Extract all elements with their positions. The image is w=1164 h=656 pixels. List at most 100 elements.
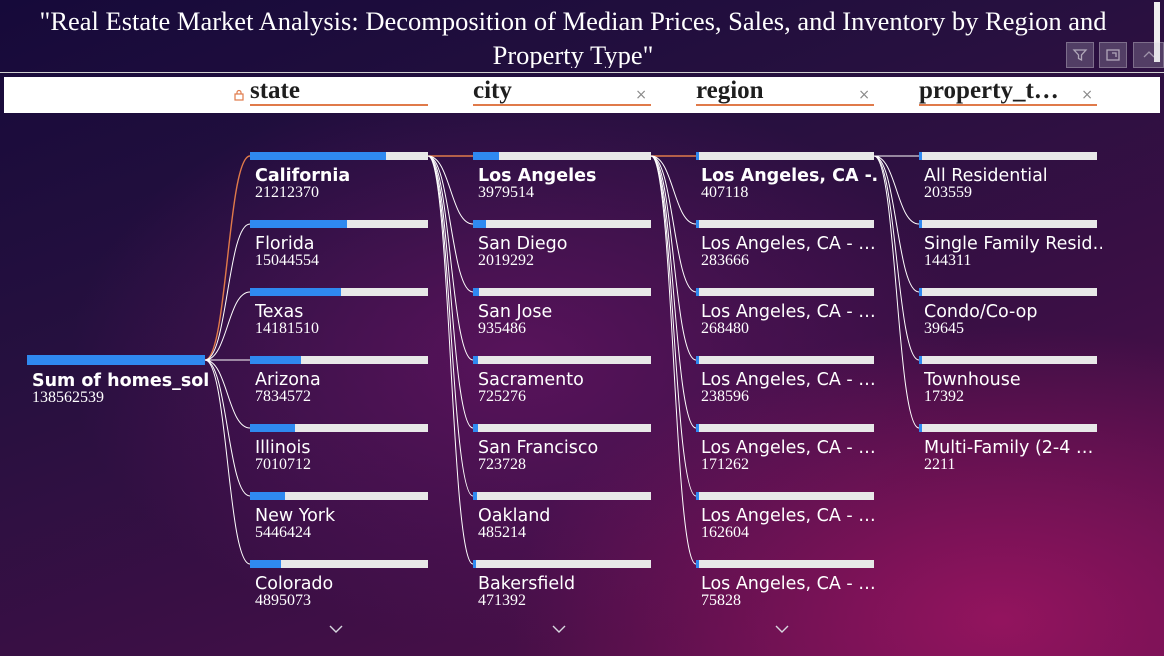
chevron-down-icon[interactable] bbox=[551, 623, 567, 635]
node-bar-track bbox=[250, 492, 428, 500]
lock-icon bbox=[234, 89, 244, 101]
connector-line bbox=[427, 155, 474, 497]
column-header-city[interactable]: city × bbox=[473, 77, 651, 108]
node-bar-track bbox=[473, 356, 651, 364]
node-value: 2211 bbox=[924, 456, 956, 473]
node-label: Bakersfield bbox=[478, 574, 576, 594]
node-value: 7834572 bbox=[255, 388, 311, 405]
node-label: Los Angeles, CA - … bbox=[701, 438, 876, 458]
node-bar-track bbox=[250, 424, 428, 432]
node-label: Arizona bbox=[255, 370, 321, 390]
connector-line bbox=[650, 155, 697, 565]
column-header-bar bbox=[4, 77, 1160, 113]
node-value: 17392 bbox=[924, 388, 964, 405]
connector-line bbox=[650, 155, 697, 361]
title-scrollbar[interactable] bbox=[1154, 2, 1160, 62]
node-bar-fill bbox=[919, 424, 922, 432]
node-value: 75828 bbox=[701, 592, 741, 609]
node-bar-fill bbox=[473, 288, 480, 296]
node-bar-track bbox=[919, 356, 1097, 364]
focus-mode-icon[interactable] bbox=[1099, 42, 1127, 68]
node-label: Condo/Co-op bbox=[924, 302, 1038, 322]
column-header-label: state bbox=[250, 77, 300, 104]
node-label: Sacramento bbox=[478, 370, 584, 390]
node-bar-fill bbox=[250, 560, 282, 568]
connector-line bbox=[204, 359, 251, 565]
node-value: 21212370 bbox=[255, 184, 319, 201]
node-value: 7010712 bbox=[255, 456, 311, 473]
node-label: Townhouse bbox=[924, 370, 1021, 390]
node-label: Los Angeles, CA - … bbox=[701, 370, 876, 390]
node-bar-fill bbox=[696, 492, 699, 500]
node-value: 485214 bbox=[478, 524, 526, 541]
node-bar-fill bbox=[696, 560, 699, 568]
node-label: Los Angeles, CA -… bbox=[701, 166, 879, 186]
node-bar-track bbox=[696, 424, 874, 432]
node-value: 4895073 bbox=[255, 592, 311, 609]
close-icon[interactable]: × bbox=[635, 87, 647, 103]
node-bar-fill bbox=[250, 152, 387, 160]
chevron-down-icon[interactable] bbox=[328, 623, 344, 635]
node-bar-fill bbox=[473, 560, 476, 568]
node-value: 268480 bbox=[701, 320, 749, 337]
close-icon[interactable]: × bbox=[858, 87, 870, 103]
connector-line bbox=[204, 155, 251, 361]
connector-line bbox=[650, 155, 697, 293]
node-label: Single Family Resid… bbox=[924, 234, 1102, 254]
column-header-region[interactable]: region × bbox=[696, 77, 874, 108]
connector-line bbox=[427, 155, 474, 361]
node-label: San Jose bbox=[478, 302, 553, 322]
node-label: Los Angeles bbox=[478, 166, 597, 186]
connector-line bbox=[427, 155, 474, 429]
node-bar-fill bbox=[919, 152, 922, 160]
node-label: New York bbox=[255, 506, 336, 526]
column-header-underline bbox=[919, 104, 1097, 106]
node-label: Colorado bbox=[255, 574, 334, 594]
connector-line bbox=[873, 155, 920, 361]
node-label: San Francisco bbox=[478, 438, 599, 458]
node-bar-track bbox=[696, 356, 874, 364]
connector-line bbox=[427, 155, 474, 225]
node-value: 471392 bbox=[478, 592, 526, 609]
node-value: 725276 bbox=[478, 388, 526, 405]
node-bar-track bbox=[473, 492, 651, 500]
node-value: 5446424 bbox=[255, 524, 311, 541]
chevron-down-icon[interactable] bbox=[774, 623, 790, 635]
filter-icon[interactable] bbox=[1066, 42, 1094, 68]
node-bar-track bbox=[696, 288, 874, 296]
connector-line bbox=[873, 155, 920, 225]
node-label: Texas bbox=[255, 302, 304, 322]
node-bar-track bbox=[473, 424, 651, 432]
node-label: All Residential bbox=[924, 166, 1048, 186]
node-value: 14181510 bbox=[255, 320, 319, 337]
connector-line bbox=[873, 155, 920, 293]
node-bar-fill bbox=[473, 492, 477, 500]
node-label: Illinois bbox=[255, 438, 311, 458]
connector-line bbox=[427, 155, 474, 293]
node-value: 238596 bbox=[701, 388, 749, 405]
node-bar-fill bbox=[696, 356, 699, 364]
node-value: 283666 bbox=[701, 252, 749, 269]
node-value: 723728 bbox=[478, 456, 526, 473]
column-header-state[interactable]: state bbox=[250, 77, 428, 108]
node-bar-track bbox=[473, 220, 651, 228]
node-bar-fill bbox=[473, 220, 487, 228]
node-label: Oakland bbox=[478, 506, 551, 526]
node-bar-fill bbox=[473, 424, 478, 432]
node-label: San Diego bbox=[478, 234, 568, 254]
node-bar-track bbox=[696, 152, 874, 160]
node-bar-fill bbox=[473, 152, 499, 160]
column-header-underline bbox=[250, 104, 428, 106]
node-bar-fill bbox=[919, 356, 922, 364]
node-bar-track bbox=[250, 560, 428, 568]
node-value: 15044554 bbox=[255, 252, 319, 269]
column-header-property_t[interactable]: property_t… × bbox=[919, 77, 1097, 108]
node-bar-fill bbox=[696, 220, 699, 228]
node-value: 935486 bbox=[478, 320, 526, 337]
connector-line bbox=[650, 155, 697, 225]
close-icon[interactable]: × bbox=[1081, 87, 1093, 103]
node-value: 39645 bbox=[924, 320, 964, 337]
node-bar-track bbox=[250, 356, 428, 364]
node-bar-fill bbox=[696, 152, 699, 160]
column-header-label: city bbox=[473, 77, 512, 104]
